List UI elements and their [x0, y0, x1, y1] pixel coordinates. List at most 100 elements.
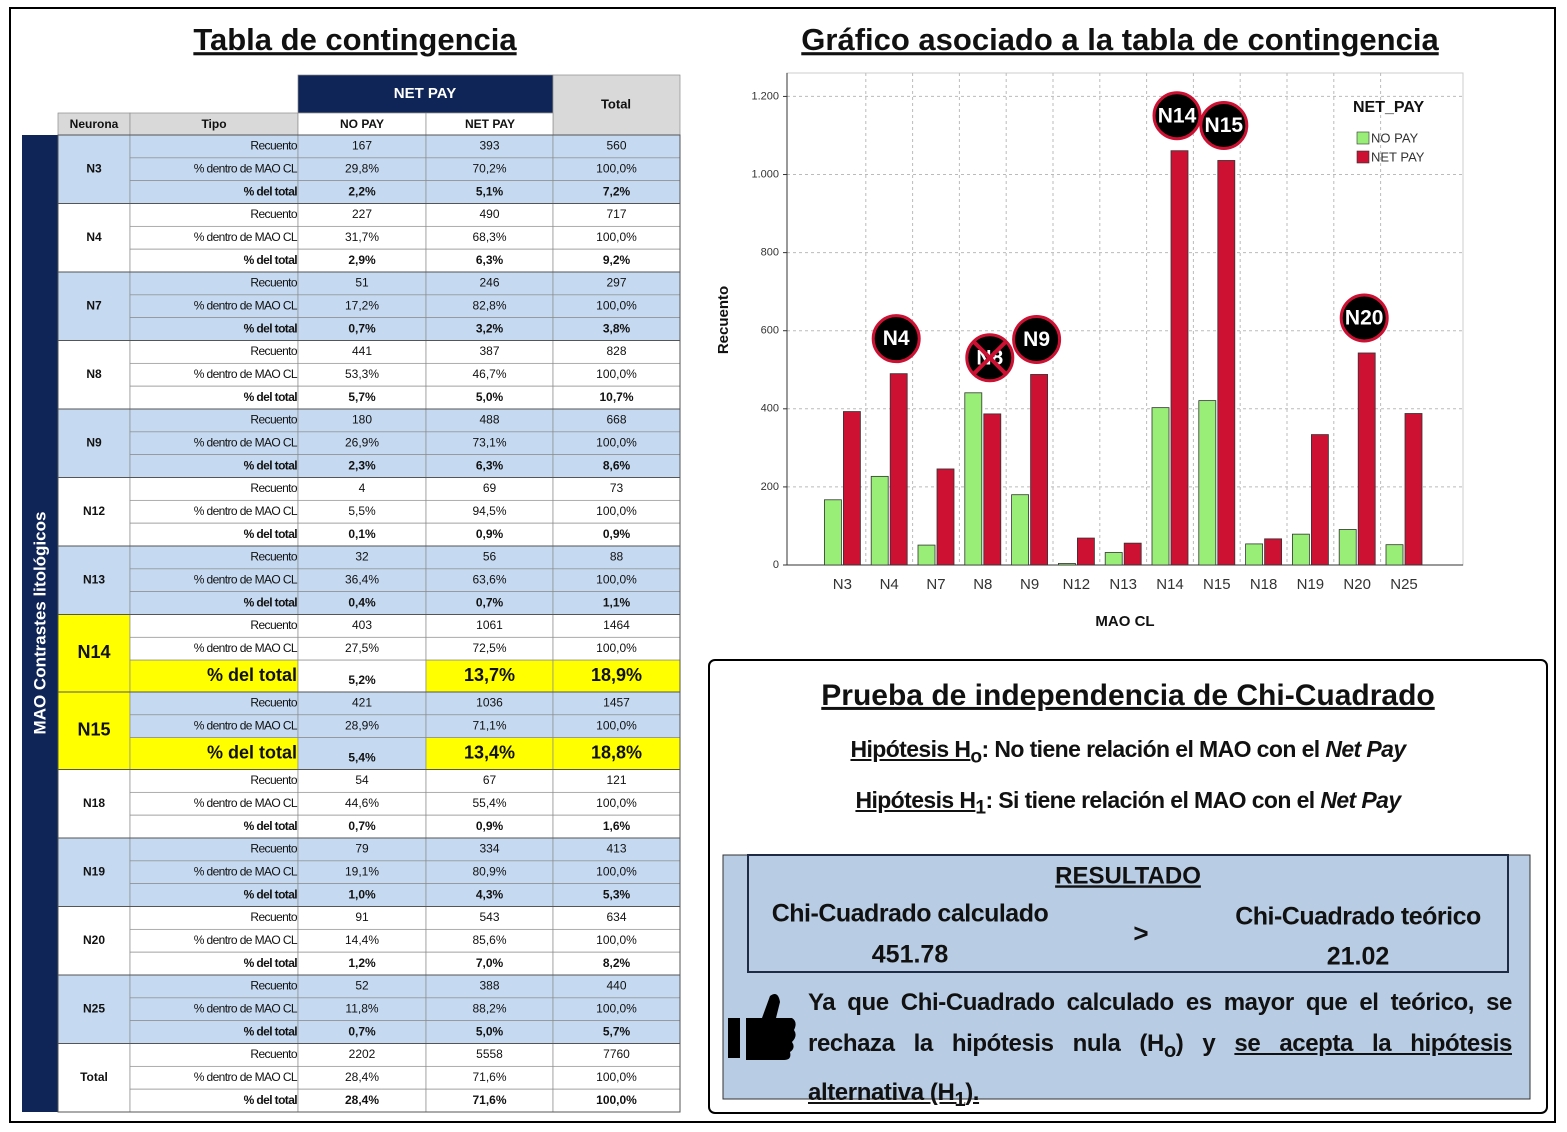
x-tick-label: N15 — [1203, 576, 1231, 593]
cell — [297, 737, 427, 770]
cell-value: 2,9% — [348, 253, 376, 267]
cell — [552, 737, 681, 770]
neuron-name: N4 — [86, 230, 102, 244]
cell-value: 100,0% — [596, 864, 637, 878]
cell-value: 0,7% — [476, 595, 504, 609]
neuron-name: N15 — [77, 720, 110, 740]
hyp-label: Hipótesis H — [855, 787, 976, 813]
row-type: Recuento — [250, 773, 297, 787]
neuron-name: N3 — [86, 161, 102, 175]
row-type: % del total — [244, 1024, 298, 1038]
concl-sub: o — [1163, 1039, 1176, 1062]
row-type: Recuento — [250, 910, 297, 924]
annotation-cross — [971, 339, 1009, 377]
row-type: % del total — [244, 253, 298, 267]
header-tipo: Tipo — [201, 117, 226, 131]
y-axis-label: Recuento — [715, 286, 732, 354]
row-type: % dentro de MAO CL — [194, 504, 298, 518]
cell-value: 246 — [479, 276, 499, 290]
cell-value: 63,6% — [472, 572, 506, 586]
cell-value: 388 — [479, 979, 499, 993]
legend-title: NET_PAY — [1353, 99, 1424, 116]
conclusion: Ya que Chi-Cuadrado calculado es mayor q… — [808, 982, 1512, 1121]
y-tick-label: 1.200 — [751, 90, 779, 102]
neuron-name: N18 — [83, 796, 105, 810]
x-tick-label: N19 — [1297, 576, 1325, 593]
cell-value: 51 — [355, 276, 369, 290]
cell — [57, 545, 131, 615]
cell-value: 100,0% — [596, 1070, 637, 1084]
side-label: MAO Contrastes litológicos — [30, 512, 49, 735]
concl-text: Ya que Chi-Cuadrado calculado es mayor q… — [808, 989, 1512, 1057]
annotation-label: N15 — [1205, 114, 1244, 137]
cell-value: 4 — [359, 481, 366, 495]
cell-value: 100,0% — [596, 367, 637, 381]
cell-value: 488 — [479, 413, 499, 427]
cell-value: 387 — [479, 344, 499, 358]
cell-value: 7760 — [603, 1047, 630, 1061]
cell-value: 2,3% — [348, 458, 376, 472]
annotation-circle — [1152, 91, 1202, 141]
cell-value: 828 — [606, 344, 626, 358]
cell-value: 72,5% — [472, 641, 506, 655]
row-type: % dentro de MAO CL — [194, 367, 298, 381]
annotation-label: N14 — [1158, 104, 1197, 127]
cell-value: 668 — [606, 413, 626, 427]
cell-value: 85,6% — [472, 933, 506, 947]
cell-value: 490 — [479, 207, 499, 221]
y-tick-label: 200 — [761, 481, 779, 493]
bar — [936, 468, 955, 566]
bar — [1404, 413, 1423, 566]
cell-value: 4,3% — [476, 887, 504, 901]
cell-value: 100,0% — [596, 504, 637, 518]
cell-value: 5,2% — [348, 673, 376, 687]
cell-value: 14,4% — [345, 933, 379, 947]
cell-value: 0,7% — [348, 321, 376, 335]
header-total: Total — [601, 96, 631, 111]
cell-value: 0,9% — [476, 527, 504, 541]
legend-swatch — [1356, 131, 1370, 145]
cell-value: 413 — [606, 842, 626, 856]
cell-value: 80,9% — [472, 864, 506, 878]
cell-value: 1,6% — [603, 819, 631, 833]
x-tick-label: N12 — [1063, 576, 1091, 593]
test-title: Prueba de independencia de Chi-Cuadrado — [821, 679, 1434, 712]
cell-value: 421 — [352, 696, 372, 710]
cell-value: 5,0% — [476, 1024, 504, 1038]
cell-value: 7,0% — [476, 956, 504, 970]
cell-value: 53,3% — [345, 367, 379, 381]
bar — [1217, 160, 1236, 566]
cell-value: 100,0% — [596, 641, 637, 655]
cell-value: 100,0% — [596, 796, 637, 810]
concl-sub: 1 — [954, 1088, 966, 1111]
bar — [1030, 374, 1048, 566]
chart-title: Gráfico asociado a la tabla de contingen… — [801, 22, 1439, 57]
cell-value: 8,6% — [603, 458, 631, 472]
row-type: % del total — [244, 956, 298, 970]
bar — [824, 499, 842, 566]
row-type: Recuento — [250, 481, 297, 495]
row-type: % del total — [244, 458, 298, 472]
row-type: % del total — [244, 887, 298, 901]
row-type: % del total — [244, 390, 298, 404]
legend-label: NO PAY — [1371, 130, 1419, 145]
cell-value: 100,0% — [596, 1093, 637, 1107]
row-type: Recuento — [250, 344, 297, 358]
row-type: % dentro de MAO CL — [194, 572, 298, 586]
cell-value: 1,1% — [603, 595, 631, 609]
concl-text: ) y — [1175, 1030, 1235, 1057]
cell — [57, 974, 131, 1044]
cell-value: 5,5% — [348, 504, 376, 518]
row-type: Recuento — [250, 618, 297, 632]
cell-value: 5,0% — [476, 390, 504, 404]
bar — [1264, 538, 1282, 566]
cell-value: 69 — [483, 481, 497, 495]
cell-value: 94,5% — [472, 504, 506, 518]
x-tick-label: N8 — [973, 576, 992, 593]
bar — [1245, 543, 1263, 566]
x-tick-label: N25 — [1390, 576, 1418, 593]
cell-value: 167 — [352, 139, 372, 153]
row-type: % dentro de MAO CL — [194, 641, 298, 655]
